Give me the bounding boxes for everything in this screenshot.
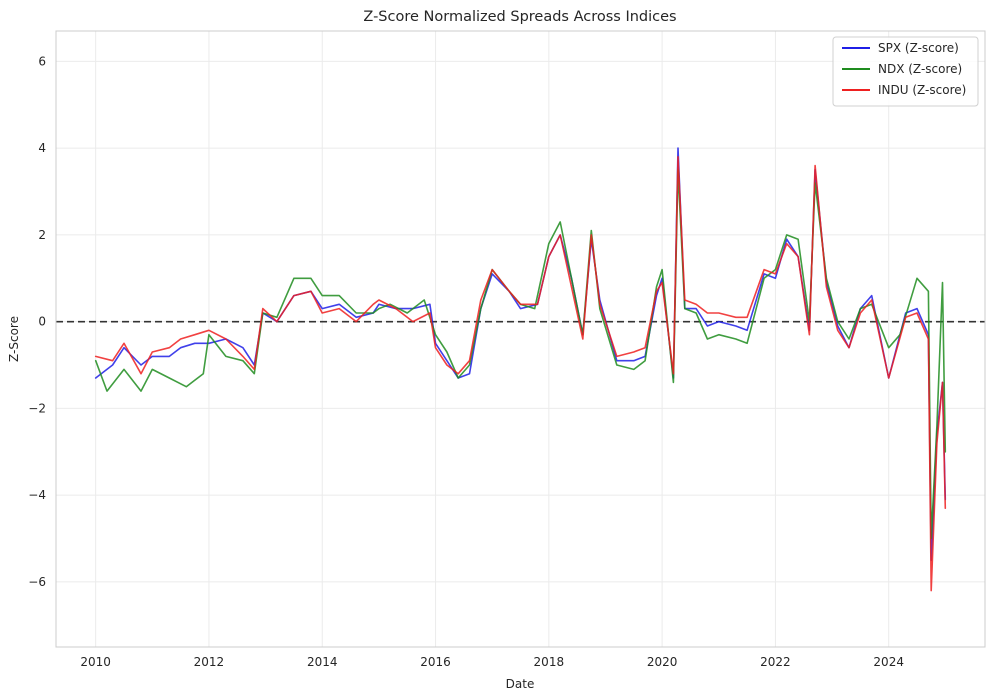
x-tick-label: 2020 (647, 655, 678, 669)
series-group (94, 147, 947, 592)
legend-label: SPX (Z-score) (878, 41, 959, 55)
legend-box (832, 36, 979, 107)
y-axis-ticks: −6 −4 −2 0 2 4 6 (28, 54, 46, 589)
plot-frame (55, 30, 986, 648)
y-tick-label: 0 (38, 315, 46, 329)
x-tick-label: 2014 (307, 655, 338, 669)
y-tick-label: 6 (38, 54, 46, 68)
x-tick-label: 2012 (194, 655, 225, 669)
chart-title: Z-Score Normalized Spreads Across Indice… (363, 9, 676, 25)
y-tick-label: −2 (28, 401, 46, 415)
x-tick-label: 2018 (534, 655, 565, 669)
series-line-3 (94, 156, 947, 592)
y-tick-label: 2 (38, 228, 46, 242)
legend-label: NDX (Z-score) (878, 62, 962, 76)
legend-label: INDU (Z-score) (878, 83, 966, 97)
x-tick-label: 2010 (80, 655, 111, 669)
x-axis-label: Date (506, 677, 535, 691)
x-tick-label: 2022 (760, 655, 791, 669)
series-line-2 (94, 169, 947, 540)
y-tick-label: −4 (28, 488, 46, 502)
x-axis-ticks: 2010 2012 2014 2016 2018 2020 2022 2024 (80, 655, 904, 669)
x-tick-label: 2024 (873, 655, 904, 669)
x-tick-label: 2016 (420, 655, 451, 669)
legend: SPX (Z-score) NDX (Z-score) INDU (Z-score) (832, 36, 979, 107)
y-axis-label: Z-Score (7, 316, 21, 362)
y-tick-label: −6 (28, 575, 46, 589)
grid (56, 31, 985, 647)
y-tick-label: 4 (38, 141, 46, 155)
